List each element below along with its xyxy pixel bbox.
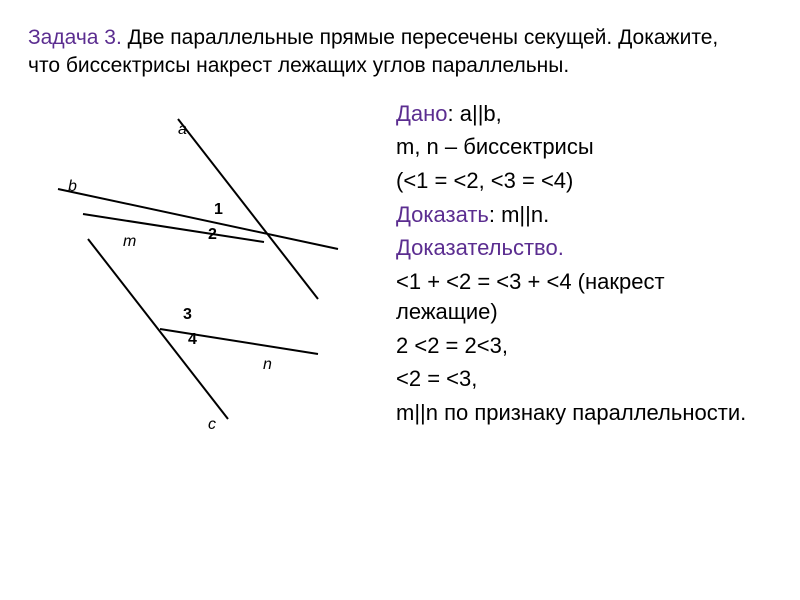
line-b	[58, 189, 338, 249]
title-rest: Две параллельные прямые пересечены секущ…	[28, 26, 718, 77]
label-angle-1: 1	[214, 201, 223, 218]
given-label: Дано	[396, 101, 448, 126]
problem-title: Задача 3. Две параллельные прямые пересе…	[28, 24, 748, 81]
proof-line-2: m, n – биссектрисы	[396, 132, 772, 162]
proof-line-3: (<1 = <2, <3 = <4)	[396, 166, 772, 196]
diagram-svg: a b m n c 1 2 3 4	[28, 99, 388, 479]
content-row: a b m n c 1 2 3 4 Дано: a||b, m, n – биссектрисы…	[28, 99, 772, 479]
prove-label: Доказать	[396, 202, 489, 227]
label-b: b	[68, 178, 77, 195]
line-n	[160, 329, 318, 354]
label-a: a	[178, 121, 187, 138]
proof-step-1: <1 + <2 = <3 + <4 (накрест лежащие)	[396, 267, 772, 326]
label-n: n	[263, 356, 272, 373]
proof: Дано: a||b, m, n – биссектрисы (<1 = <2,…	[388, 99, 772, 479]
proof-heading: Доказательство.	[396, 233, 772, 263]
label-angle-4: 4	[188, 331, 197, 348]
title-text: Задача 3. Две параллельные прямые пересе…	[28, 24, 748, 81]
given-line: Дано: a||b,	[396, 99, 772, 129]
label-c: c	[208, 416, 216, 433]
prove-text: : m||n.	[489, 202, 549, 227]
given-text: : a||b,	[448, 101, 502, 126]
page: Задача 3. Две параллельные прямые пересе…	[0, 0, 800, 600]
proof-step-2: 2 <2 = 2<3,	[396, 331, 772, 361]
proof-step-3: <2 = <3,	[396, 364, 772, 394]
title-prefix: Задача 3.	[28, 26, 128, 49]
label-angle-2: 2	[208, 226, 217, 243]
line-a	[178, 119, 318, 299]
diagram: a b m n c 1 2 3 4	[28, 99, 388, 479]
line-c	[88, 239, 228, 419]
proof-step-4: m||n по признаку параллельности.	[396, 398, 772, 428]
prove-line: Доказать: m||n.	[396, 200, 772, 230]
label-angle-3: 3	[183, 306, 192, 323]
label-m: m	[123, 233, 136, 250]
